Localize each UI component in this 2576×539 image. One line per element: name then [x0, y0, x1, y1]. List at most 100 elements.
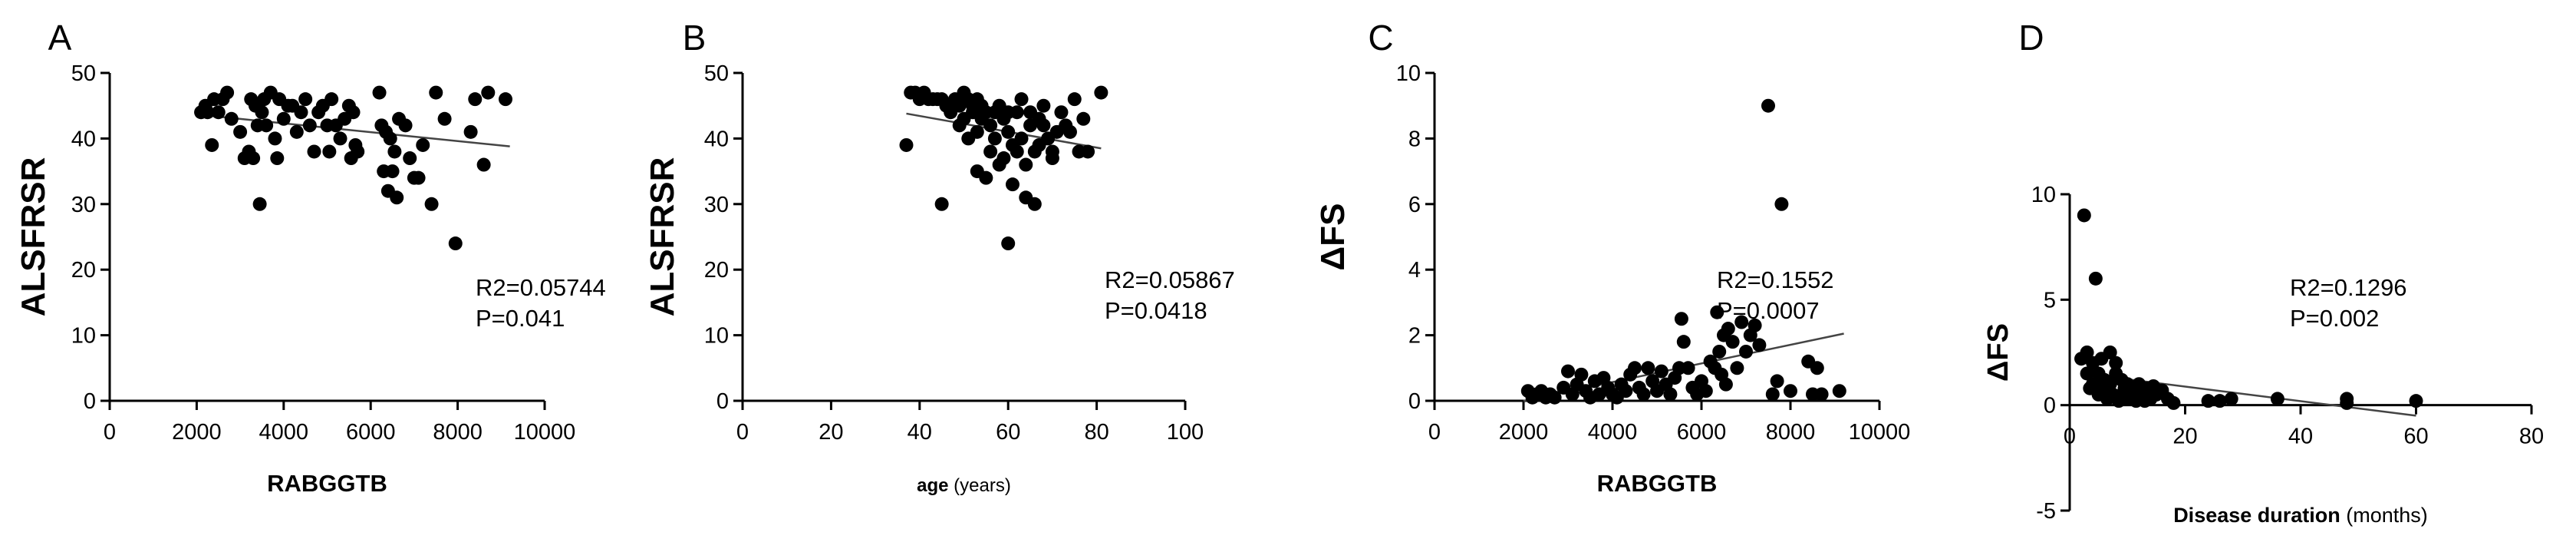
- data-point: [2080, 366, 2094, 381]
- y-tick-label: 10: [1396, 61, 1421, 86]
- data-point: [476, 157, 491, 172]
- y-tick-label: 40: [704, 127, 729, 151]
- data-point: [324, 92, 339, 107]
- data-point: [1019, 157, 1033, 172]
- y-tick-label: 0: [1408, 389, 1421, 414]
- data-point: [1734, 315, 1749, 329]
- data-point: [983, 144, 998, 159]
- x-tick-label: 0: [736, 420, 749, 445]
- scatter-chart-d: D -5 0 5 10 0 20 40 60 80 Disease duration (months…: [1982, 18, 2544, 527]
- p-value-annotation: P=0.0418: [1105, 297, 1207, 324]
- panel-letter: C: [1368, 18, 1393, 58]
- x-tick-label: 20: [819, 420, 843, 445]
- data-point: [1770, 374, 1784, 389]
- data-point: [2212, 394, 2227, 408]
- data-point: [307, 144, 321, 159]
- data-point: [1081, 144, 1095, 159]
- x-tick-label: 10000: [514, 420, 576, 445]
- data-point: [1636, 387, 1651, 402]
- data-point: [246, 151, 261, 166]
- data-point: [2409, 394, 2423, 408]
- y-tick-label: 20: [71, 258, 96, 283]
- data-point: [1712, 344, 1727, 359]
- data-point: [1561, 364, 1575, 379]
- data-point: [211, 105, 226, 120]
- data-point: [1619, 384, 1633, 398]
- data-point: [983, 118, 998, 133]
- panel-letter: D: [2018, 18, 2044, 58]
- y-tick-label: -5: [2036, 499, 2056, 524]
- panel-b: B 0 10 20 30 40 50 0 20 40 60 80 100 age (years) ALSFR…: [629, 0, 1258, 539]
- y-tick-label: 0: [84, 389, 96, 414]
- y-tick-label: 10: [704, 324, 729, 349]
- y-axis-title: ALSFRSR: [644, 157, 681, 317]
- data-point: [2086, 377, 2100, 392]
- data-point: [411, 170, 426, 185]
- x-tick-label: 0: [1428, 420, 1441, 445]
- data-point: [1765, 387, 1780, 402]
- data-point: [346, 105, 361, 120]
- data-point: [2340, 395, 2354, 410]
- x-tick-label: 8000: [1766, 420, 1816, 445]
- data-point: [1054, 105, 1069, 120]
- data-point: [398, 118, 413, 133]
- data-point: [1010, 105, 1024, 120]
- data-point: [2088, 271, 2103, 286]
- y-tick-label: 0: [2044, 394, 2056, 418]
- data-point: [1001, 236, 1016, 251]
- data-point: [1076, 111, 1091, 126]
- data-point: [1005, 177, 1020, 192]
- data-point: [1641, 361, 1655, 375]
- data-point: [289, 124, 304, 139]
- data-point: [996, 151, 1011, 166]
- data-point: [1752, 338, 1767, 352]
- data-point: [1748, 318, 1762, 332]
- data-point: [934, 197, 949, 211]
- data-point: [424, 197, 439, 211]
- y-tick-label: 8: [1408, 127, 1421, 151]
- data-point: [200, 105, 215, 120]
- r2-annotation: R2=0.1296: [2290, 274, 2407, 301]
- x-axis-title: RABGGTB: [267, 470, 387, 497]
- data-point: [1014, 131, 1029, 146]
- x-tick-label: 0: [104, 420, 116, 445]
- p-value-annotation: P=0.002: [2290, 305, 2379, 332]
- data-point: [2103, 377, 2117, 392]
- scatter-chart-c: C 0 2 4 6 8 10 0 2000 4000 6000 8000 10000 RABGGTB ΔFS…: [1314, 18, 1911, 497]
- data-point: [2103, 346, 2117, 359]
- data-point: [1014, 92, 1029, 107]
- data-point: [333, 131, 348, 146]
- data-point: [1036, 118, 1051, 133]
- panel-d: D -5 0 5 10 0 20 40 60 80 Disease duration (months…: [1918, 0, 2576, 539]
- data-point: [416, 137, 430, 152]
- x-tick-label: 20: [2172, 425, 2197, 449]
- x-tick-label: 100: [1167, 420, 1204, 445]
- x-axis-title: RABGGTB: [1597, 470, 1718, 497]
- data-point: [1094, 85, 1108, 100]
- data-point: [481, 85, 496, 100]
- x-tick-label: 10000: [1849, 420, 1911, 445]
- y-axis-title: ALSFRSR: [15, 157, 52, 317]
- data-point: [390, 190, 404, 205]
- scatter-chart-a: A 0 10 20 30 40 50 0 2000 4000 6000 8000 10000 RABGGT…: [15, 18, 606, 497]
- r2-annotation: R2=0.1552: [1717, 266, 1834, 293]
- data-point: [255, 105, 269, 120]
- data-point: [899, 137, 914, 152]
- data-point: [2077, 208, 2091, 223]
- data-point: [322, 144, 337, 159]
- x-axis-title: age (years): [917, 475, 1011, 496]
- x-tick-label: 60: [996, 420, 1020, 445]
- y-tick-label: 10: [2031, 183, 2056, 207]
- panel-c: C 0 2 4 6 8 10 0 2000 4000 6000 8000 10000 RABGGTB ΔFS…: [1258, 0, 1918, 539]
- data-point: [1036, 98, 1051, 113]
- x-tick-label: 4000: [259, 420, 309, 445]
- data-point: [351, 144, 365, 159]
- data-point: [448, 236, 463, 251]
- y-tick-label: 30: [704, 193, 729, 217]
- y-axis-title: ΔFS: [1314, 203, 1352, 271]
- y-tick-label: 20: [704, 258, 729, 283]
- data-point: [268, 131, 282, 146]
- data-point: [1721, 322, 1735, 336]
- x-tick-label: 2000: [172, 420, 222, 445]
- data-point: [276, 111, 291, 126]
